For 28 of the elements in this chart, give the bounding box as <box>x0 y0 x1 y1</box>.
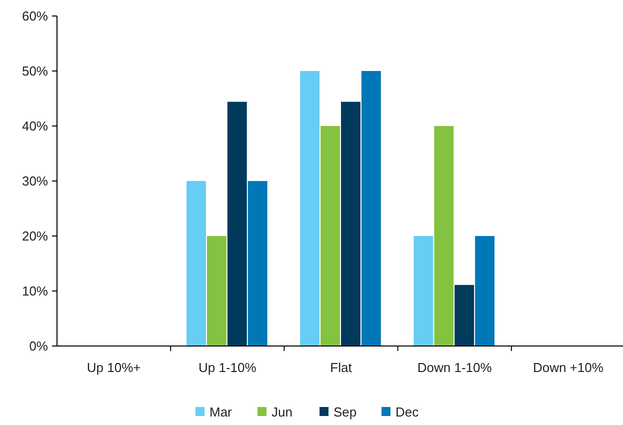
y-tick-label: 50% <box>22 64 48 79</box>
y-tick-label: 30% <box>22 174 48 189</box>
bar <box>361 71 381 346</box>
y-tick-label: 0% <box>29 338 48 354</box>
x-tick-label: Flat <box>330 360 352 375</box>
x-tick-label: Up 1-10% <box>198 360 257 375</box>
x-tick-label: Down 1-10% <box>417 360 492 375</box>
y-tick-label: 20% <box>22 228 48 244</box>
y-tick-label: 40% <box>22 118 48 134</box>
bar <box>475 236 494 346</box>
bar <box>206 236 226 346</box>
bar <box>300 71 320 346</box>
bar <box>320 126 340 346</box>
y-tick-label: 60% <box>22 8 48 24</box>
legend-label: Dec <box>396 404 420 420</box>
bar <box>227 102 247 346</box>
bar <box>434 126 454 346</box>
legend-label: Sep <box>334 404 357 420</box>
bar <box>414 236 434 346</box>
x-tick-label: Down +10% <box>532 360 604 375</box>
legend-label: Jun <box>272 404 292 420</box>
y-tick-label: 10% <box>22 284 48 299</box>
bar <box>341 102 360 346</box>
x-tick-label: Up 10%+ <box>86 360 141 375</box>
bar <box>186 181 206 346</box>
bar <box>248 181 268 346</box>
legend-label: Mar <box>210 404 233 420</box>
bar <box>454 284 474 346</box>
